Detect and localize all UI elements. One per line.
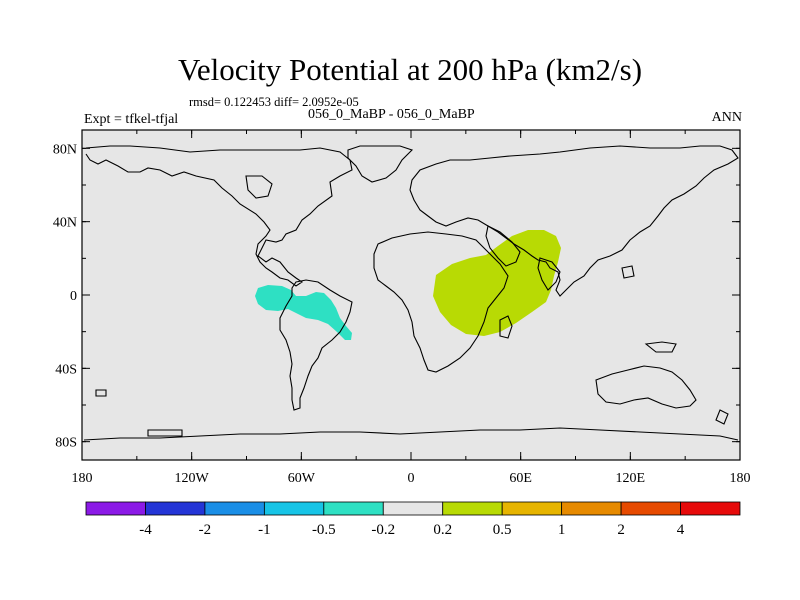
- colorbar-label: -0.2: [371, 522, 395, 538]
- colorbar-swatch: [263, 501, 325, 516]
- south-america-outline: [279, 279, 353, 411]
- lon-tick-label: 120E: [616, 471, 646, 486]
- colorbar-swatch: [382, 501, 444, 516]
- japan-outline: [621, 265, 635, 279]
- colorbar-swatch: [323, 501, 384, 516]
- island-outline: [95, 389, 107, 397]
- eurasia-outline: [409, 145, 739, 297]
- colorbar: -4 -2 -1 -0.5 -0.2 0.2 0.5 1 2 4: [85, 501, 741, 538]
- coastlines: [83, 145, 739, 441]
- map-panel: [81, 129, 741, 461]
- experiment-label: Expt = tfkel-tfjal: [84, 112, 179, 127]
- colorbar-label: -2: [199, 522, 212, 538]
- colorbar-swatch: [442, 501, 503, 516]
- africa-outline: [373, 231, 509, 373]
- madagascar-outline: [499, 315, 513, 339]
- antarctica-outline: [83, 427, 739, 441]
- africa-anomaly: [433, 230, 561, 336]
- colorbar-swatch: [561, 501, 622, 516]
- island-outline: [147, 429, 183, 437]
- colorbar-label: -4: [139, 522, 152, 538]
- lon-tick-label: 180: [730, 471, 751, 486]
- lon-tick-label: 120W: [175, 471, 210, 486]
- south-america-anomaly: [255, 285, 352, 340]
- colorbar-swatch: [680, 501, 741, 516]
- colorbar-label: 4: [677, 522, 685, 538]
- north-america-outline: [85, 145, 353, 287]
- greenland-outline: [347, 145, 414, 183]
- arabia-outline: [485, 225, 521, 267]
- lat-tick-label: 80N: [53, 142, 77, 157]
- lon-tick-label: 0: [408, 471, 415, 486]
- lat-tick-label: 40N: [53, 216, 77, 231]
- season-label: ANN: [711, 110, 742, 125]
- colorbar-label: 1: [558, 522, 566, 538]
- colorbar-label: 2: [617, 522, 625, 538]
- colorbar-swatch: [501, 501, 563, 516]
- colorbar-label: 0.5: [493, 522, 512, 538]
- new-guinea-outline: [644, 341, 677, 353]
- runs-label: 056_0_MaBP - 056_0_MaBP: [308, 107, 475, 122]
- colorbar-swatch: [145, 501, 206, 516]
- colorbar-label: 0.2: [433, 522, 452, 538]
- lat-tick-label: 80S: [55, 436, 77, 451]
- lat-tick-label: 40S: [55, 362, 77, 377]
- colorbar-label: -0.5: [312, 522, 336, 538]
- lon-tick-label: 60E: [509, 471, 532, 486]
- plot-title: Velocity Potential at 200 hPa (km2/s): [177, 52, 643, 87]
- colorbar-swatch: [620, 501, 681, 516]
- colorbar-swatch: [204, 501, 265, 516]
- map-axes: 80N 40N 0 40S 80S 180 120W 60W 0 60E 120E 180: [53, 130, 751, 486]
- india-outline: [537, 257, 561, 291]
- lon-tick-label: 60W: [288, 471, 316, 486]
- colorbar-swatch: [85, 501, 146, 516]
- new-zealand-outline: [715, 409, 729, 425]
- colorbar-label: -1: [258, 522, 271, 538]
- lon-tick-label: 180: [72, 471, 93, 486]
- hudson-bay-outline: [245, 175, 273, 199]
- australia-outline: [595, 365, 697, 409]
- map-background: [82, 130, 740, 460]
- stats-text: rmsd= 0.122453 diff= 2.0952e-05: [189, 95, 359, 109]
- lat-tick-label: 0: [70, 289, 77, 304]
